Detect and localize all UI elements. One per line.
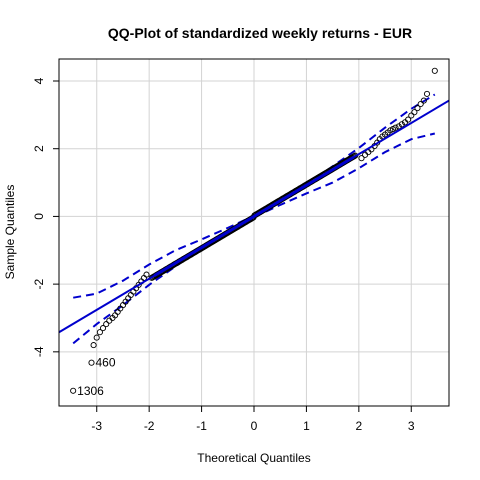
data-point — [90, 342, 97, 349]
x-axis-label: Theoretical Quantiles — [197, 451, 310, 465]
data-point — [414, 105, 421, 112]
chart-title: QQ-Plot of standardized weekly returns -… — [108, 25, 412, 41]
reference-line-core — [153, 155, 355, 277]
x-tick-label: 0 — [251, 419, 258, 433]
data-point — [408, 112, 415, 119]
x-tick-label: -3 — [91, 419, 102, 433]
x-axis: -3 -2 -1 0 1 2 3 — [91, 406, 415, 433]
data-point — [405, 116, 412, 123]
y-tick-label: 2 — [32, 145, 46, 152]
data-point — [420, 97, 427, 104]
point-label: 1306 — [77, 384, 104, 398]
data-point — [358, 155, 365, 162]
point-label: 460 — [96, 356, 116, 370]
y-tick-label: -4 — [32, 346, 46, 357]
data-point — [423, 90, 431, 97]
y-tick-label: 4 — [32, 77, 46, 84]
y-tick-label: 0 — [32, 213, 46, 220]
y-axis: -4 -2 0 2 4 — [32, 77, 59, 357]
data-point — [106, 317, 113, 324]
data-point — [392, 124, 399, 131]
data-point — [103, 321, 110, 328]
x-tick-label: -2 — [144, 419, 155, 433]
y-tick-label: -2 — [32, 278, 46, 289]
data-point — [431, 67, 438, 74]
y-axis-label: Sample Quantiles — [3, 185, 17, 280]
x-tick-label: -1 — [196, 419, 207, 433]
x-tick-label: 2 — [355, 419, 362, 433]
data-point — [398, 121, 405, 128]
envelope-lower — [72, 132, 436, 345]
point-labels: 1306 460 — [77, 356, 116, 398]
data-point — [417, 100, 424, 108]
reference-line-group — [58, 99, 450, 334]
data-point — [395, 123, 402, 130]
data-point — [99, 325, 107, 332]
data-point — [96, 329, 103, 336]
data-point-labeled — [70, 387, 77, 394]
data-point — [93, 334, 100, 341]
x-tick-label: 1 — [303, 419, 310, 433]
data-point-labeled — [88, 359, 95, 366]
grid — [59, 59, 449, 406]
x-tick-label: 3 — [408, 419, 415, 433]
data-point — [411, 109, 418, 116]
